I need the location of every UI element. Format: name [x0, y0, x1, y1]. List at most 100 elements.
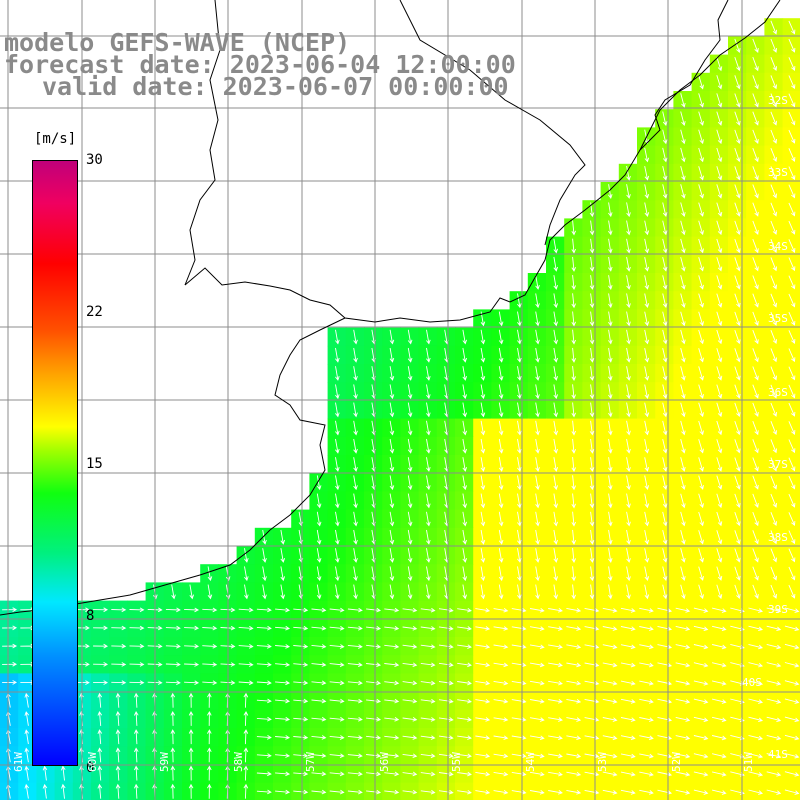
wind-arrow — [2, 625, 18, 631]
wind-arrow — [133, 747, 139, 763]
wind-arrow — [626, 511, 631, 527]
wind-arrow — [475, 753, 491, 759]
wind-arrow — [24, 783, 30, 799]
wind-cell — [782, 109, 800, 128]
wind-arrow — [243, 783, 249, 799]
wind-arrow — [626, 584, 631, 600]
wind-arrow — [311, 625, 327, 631]
wind-arrow — [335, 366, 340, 381]
wind-arrow — [784, 607, 800, 613]
wind-arrow — [608, 220, 613, 236]
wind-arrow — [493, 626, 509, 631]
wind-arrow — [571, 275, 577, 291]
wind-arrow — [770, 275, 778, 290]
wind-arrow — [589, 256, 595, 272]
wind-arrow — [244, 548, 249, 563]
wind-arrow — [644, 457, 650, 472]
wind-arrow — [480, 457, 486, 472]
wind-arrow — [420, 662, 436, 668]
wind-arrow — [711, 735, 727, 741]
wind-arrow — [644, 311, 650, 327]
wind-arrow — [553, 420, 559, 436]
wind-arrow — [389, 548, 395, 563]
wind-arrow — [734, 147, 741, 163]
wind-arrow — [589, 275, 595, 290]
wind-arrow — [662, 384, 668, 400]
wind-arrow — [384, 698, 400, 704]
wind-arrow — [748, 680, 764, 686]
wind-arrow — [639, 735, 654, 741]
wind-arrow — [475, 735, 491, 740]
wind-arrow — [243, 729, 249, 745]
wind-arrow — [657, 771, 673, 777]
wind-arrow — [662, 238, 668, 254]
wind-arrow — [589, 457, 595, 472]
wind-arrow — [462, 347, 468, 363]
wind-arrow — [752, 202, 759, 217]
wind-arrow — [620, 644, 636, 650]
wind-arrow — [608, 584, 613, 600]
wind-arrow — [752, 420, 759, 436]
wind-arrow — [311, 771, 327, 777]
wind-arrow — [426, 584, 431, 600]
wind-arrow — [426, 347, 431, 363]
wind-arrow — [662, 493, 668, 509]
wind-arrow — [680, 384, 686, 400]
wind-arrow — [24, 765, 30, 781]
wind-arrow — [553, 238, 559, 254]
wind-arrow — [752, 475, 759, 490]
wind-arrow — [129, 662, 145, 667]
wind-arrow — [407, 529, 413, 545]
wind-arrow — [517, 384, 522, 400]
wind-arrow — [535, 584, 540, 600]
wind-arrow — [347, 644, 363, 649]
wind-arrow — [752, 402, 759, 417]
wind-arrow — [602, 662, 618, 668]
wind-cell — [782, 455, 800, 474]
wind-arrow — [353, 347, 358, 363]
wind-arrow — [602, 626, 618, 631]
wind-arrow — [207, 765, 212, 781]
wind-arrow — [498, 566, 504, 582]
wind-arrow — [517, 366, 522, 381]
wind-arrow — [389, 384, 395, 400]
wind-arrow — [662, 347, 668, 363]
wind-arrow — [529, 735, 545, 741]
wind-cell — [782, 345, 800, 365]
wind-arrow — [626, 475, 631, 491]
wind-arrow — [498, 475, 504, 491]
wind-arrow — [566, 753, 582, 759]
wind-arrow — [770, 293, 778, 308]
lat-label: 35S — [768, 312, 788, 325]
wind-arrow — [748, 789, 764, 795]
wind-arrow — [402, 662, 418, 668]
wind-arrow — [347, 680, 363, 686]
wind-arrow — [407, 511, 413, 527]
wind-arrow — [553, 548, 559, 563]
wind-arrow — [788, 38, 796, 53]
wind-arrow — [335, 511, 340, 527]
wind-arrow — [462, 529, 468, 545]
wind-arrow — [353, 366, 358, 381]
wind-arrow — [711, 716, 727, 723]
wind-cell — [782, 564, 800, 583]
wind-arrow — [620, 771, 636, 777]
wind-arrow — [589, 311, 595, 327]
wind-arrow — [511, 608, 527, 613]
wind-arrow — [511, 699, 527, 704]
wind-arrow — [316, 529, 322, 545]
wind-arrow — [335, 329, 340, 345]
wind-arrow — [680, 184, 686, 199]
colorbar-tick: 15 — [86, 456, 103, 472]
wind-arrow — [639, 771, 654, 777]
wind-arrow — [788, 75, 796, 90]
wind-arrow — [335, 384, 340, 400]
wind-cell — [782, 72, 800, 92]
wind-arrow — [608, 384, 613, 400]
wind-arrow — [734, 129, 741, 144]
wind-arrow — [716, 311, 723, 327]
wind-arrow — [662, 293, 668, 309]
wind-arrow — [602, 753, 618, 759]
wind-arrow — [644, 238, 650, 254]
wind-arrow — [788, 239, 796, 253]
